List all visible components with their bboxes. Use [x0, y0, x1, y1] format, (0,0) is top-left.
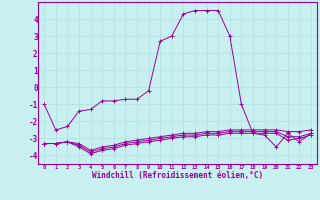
- X-axis label: Windchill (Refroidissement éolien,°C): Windchill (Refroidissement éolien,°C): [92, 171, 263, 180]
